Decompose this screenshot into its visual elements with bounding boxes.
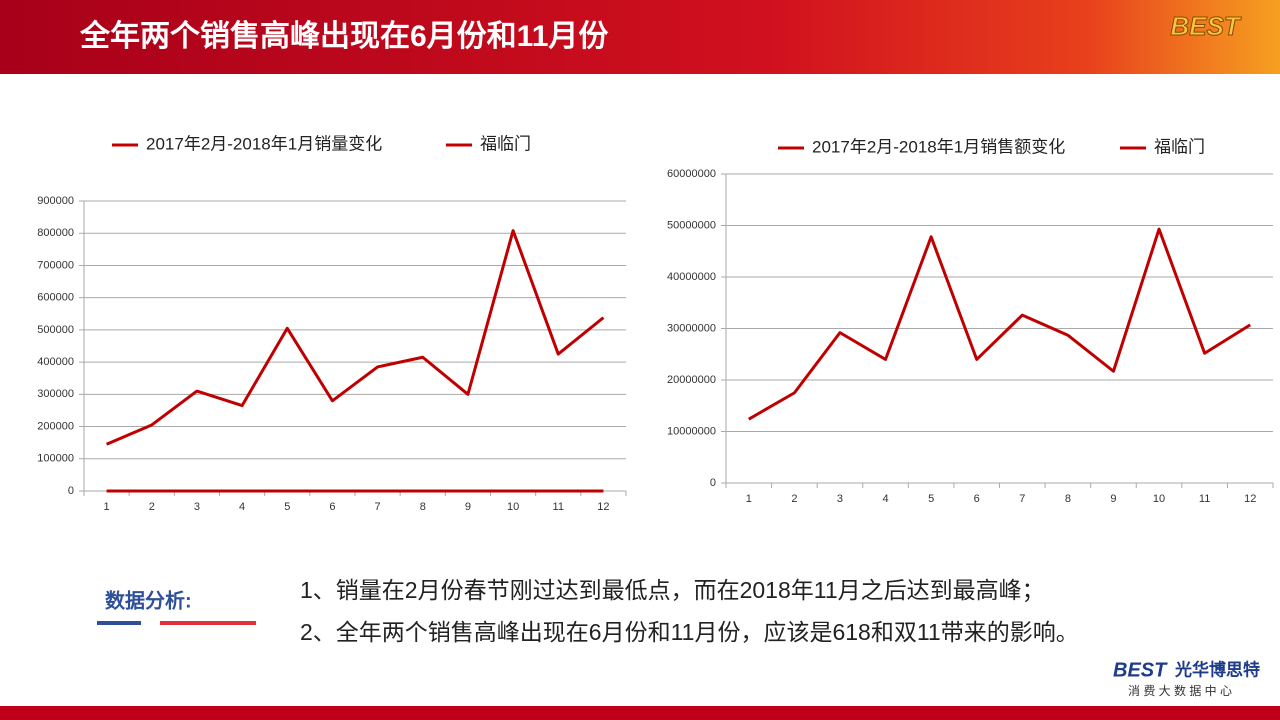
y-tick-label: 30000000 [667, 322, 716, 334]
x-tick-label: 4 [239, 501, 245, 513]
y-tick-label: 10000000 [667, 425, 716, 437]
y-tick-label: 600000 [37, 292, 74, 304]
analysis-label: 数据分析: [105, 588, 192, 612]
x-tick-label: 5 [284, 501, 290, 513]
x-tick-label: 11 [553, 501, 564, 513]
footer-bar [0, 706, 1280, 720]
header-bar [0, 0, 1280, 74]
analysis-line: 1、销量在2月份春节刚过达到最低点，而在2018年11月之后达到最高峰； [300, 577, 1045, 603]
legend-label: 福临门 [1154, 137, 1205, 156]
y-tick-label: 0 [68, 485, 74, 497]
footer-brand: BEST [1113, 659, 1168, 681]
footer-tagline: 消 费 大 数 据 中 心 [1128, 683, 1232, 698]
slide-title: 全年两个销售高峰出现在6月份和11月份 [79, 19, 608, 53]
y-tick-label: 200000 [37, 420, 74, 432]
x-tick-label: 3 [837, 493, 843, 505]
series-line [105, 229, 605, 446]
y-tick-label: 300000 [37, 388, 74, 400]
x-tick-label: 2 [149, 501, 155, 513]
y-tick-label: 40000000 [667, 271, 716, 283]
x-tick-label: 1 [746, 493, 752, 505]
x-tick-label: 3 [194, 501, 200, 513]
x-tick-label: 2 [791, 493, 797, 505]
y-tick-label: 20000000 [667, 374, 716, 386]
y-tick-label: 0 [710, 477, 716, 489]
legend-label: 2017年2月-2018年1月销量变化 [146, 134, 382, 153]
x-tick-label: 6 [329, 501, 335, 513]
x-tick-label: 8 [420, 501, 426, 513]
x-tick-label: 12 [1244, 493, 1256, 505]
y-tick-label: 100000 [37, 453, 74, 465]
x-tick-label: 12 [597, 501, 609, 513]
header-logo: BEST [1170, 11, 1241, 41]
y-tick-label: 900000 [37, 195, 74, 207]
x-tick-label: 9 [1110, 493, 1116, 505]
x-tick-label: 5 [928, 493, 934, 505]
legend-label: 2017年2月-2018年1月销售额变化 [812, 137, 1065, 156]
y-tick-label: 60000000 [667, 168, 716, 180]
x-tick-label: 8 [1065, 493, 1071, 505]
y-tick-label: 700000 [37, 259, 74, 271]
x-tick-label: 11 [1199, 493, 1210, 505]
y-tick-label: 800000 [37, 227, 74, 239]
x-tick-label: 1 [104, 501, 110, 513]
series-line [748, 227, 1252, 421]
y-tick-label: 50000000 [667, 219, 716, 231]
x-tick-label: 7 [1019, 493, 1025, 505]
x-tick-label: 10 [1153, 493, 1165, 505]
x-tick-label: 10 [507, 501, 519, 513]
footer-brand-cn: 光华博思特 [1174, 659, 1260, 679]
x-tick-label: 7 [375, 501, 381, 513]
y-tick-label: 500000 [37, 324, 74, 336]
x-tick-label: 4 [882, 493, 888, 505]
y-tick-label: 400000 [37, 356, 74, 368]
legend-label: 福临门 [480, 134, 531, 153]
x-tick-label: 6 [974, 493, 980, 505]
x-tick-label: 9 [465, 501, 471, 513]
analysis-line: 2、全年两个销售高峰出现在6月份和11月份，应该是618和双11带来的影响。 [300, 619, 1079, 645]
